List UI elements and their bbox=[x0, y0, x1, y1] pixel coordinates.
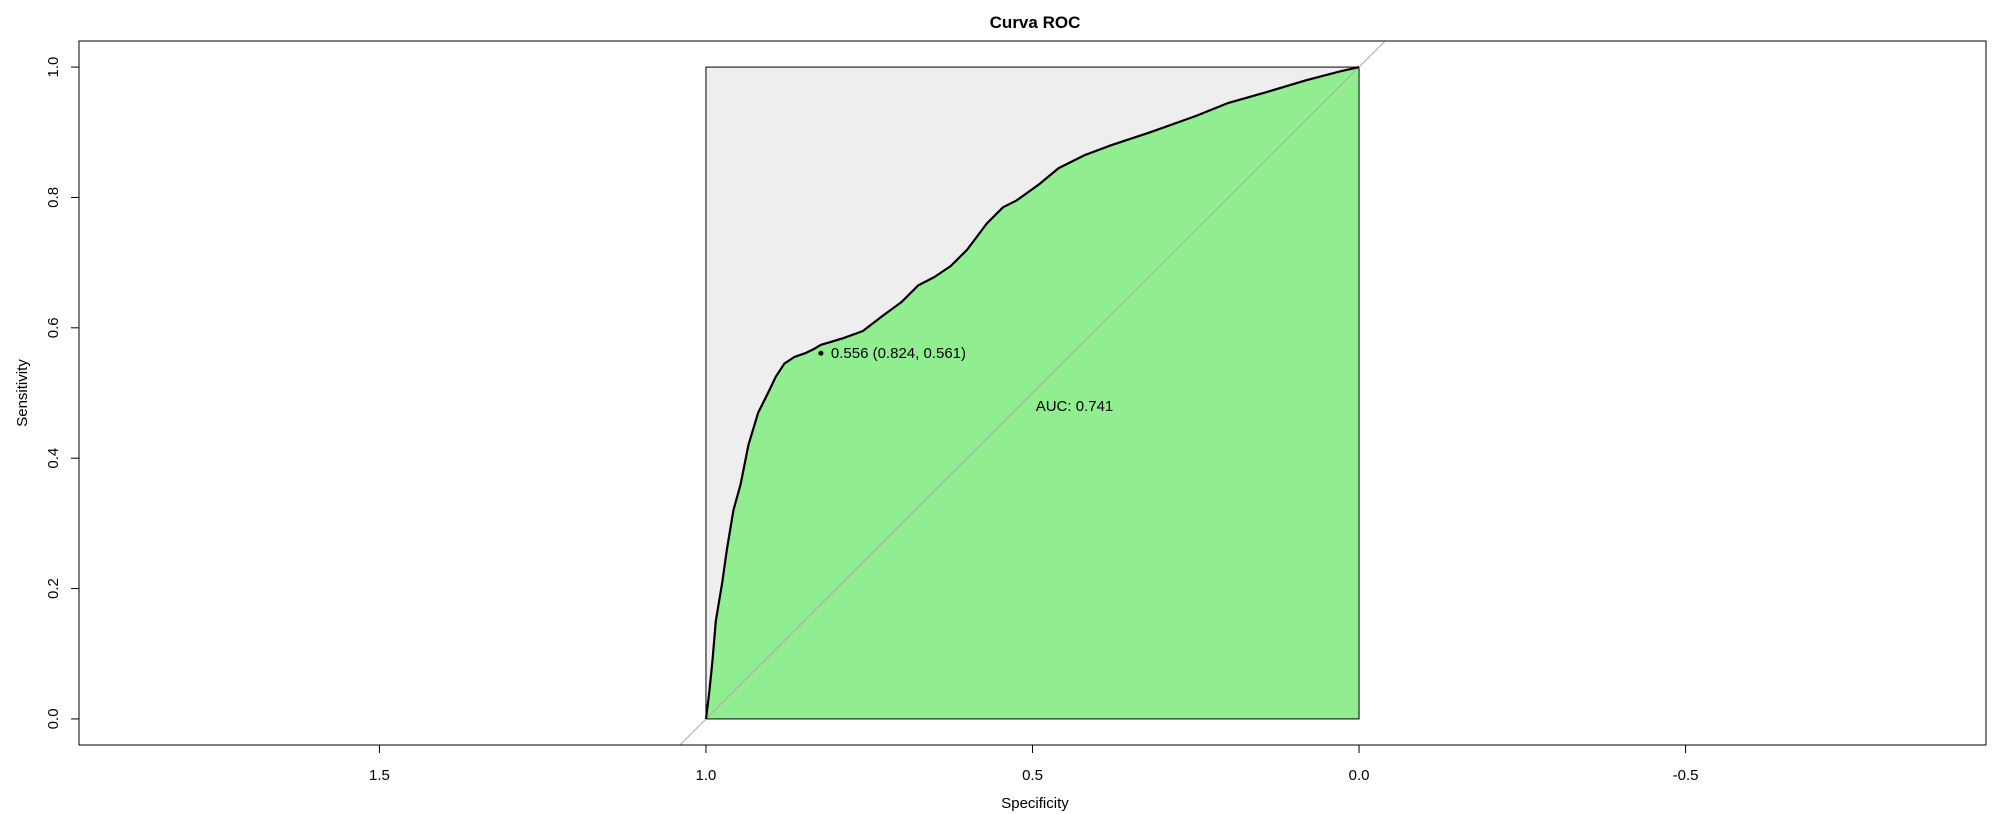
diagonal-reference-line bbox=[679, 41, 1386, 745]
x-tick-label: 1.5 bbox=[369, 767, 390, 784]
auc-annotation: AUC: 0.741 bbox=[1036, 398, 1114, 415]
diagonal-group bbox=[679, 41, 1386, 745]
roc-curve-line bbox=[704, 66, 1360, 720]
x-axis-label: Specificity bbox=[1001, 795, 1069, 812]
threshold-annotation: 0.556 (0.824, 0.561) bbox=[831, 345, 966, 362]
chart-title: Curva ROC bbox=[990, 13, 1081, 32]
y-tick-label: 0.6 bbox=[45, 317, 62, 338]
plot-area bbox=[78, 40, 1987, 746]
x-tick-label: 0.5 bbox=[1022, 767, 1043, 784]
x-tick-label: 0.0 bbox=[1349, 767, 1370, 784]
x-tick-label: 1.0 bbox=[696, 767, 717, 784]
y-tick-label: 1.0 bbox=[45, 57, 62, 78]
x-tick-label: -0.5 bbox=[1673, 767, 1699, 784]
y-tick-label: 0.0 bbox=[45, 708, 62, 729]
y-tick-label: 0.8 bbox=[45, 187, 62, 208]
x-axis: 1.5 1.0 0.5 0.0 -0.5 bbox=[369, 745, 1699, 784]
y-tick-label: 0.4 bbox=[45, 448, 62, 469]
threshold-point bbox=[818, 350, 824, 356]
y-axis-label: Sensitivity bbox=[14, 359, 31, 427]
y-axis: 0.0 0.2 0.4 0.6 0.8 1.0 bbox=[45, 57, 79, 729]
roc-square-border bbox=[705, 66, 1360, 720]
y-tick-label: 0.2 bbox=[45, 578, 62, 599]
